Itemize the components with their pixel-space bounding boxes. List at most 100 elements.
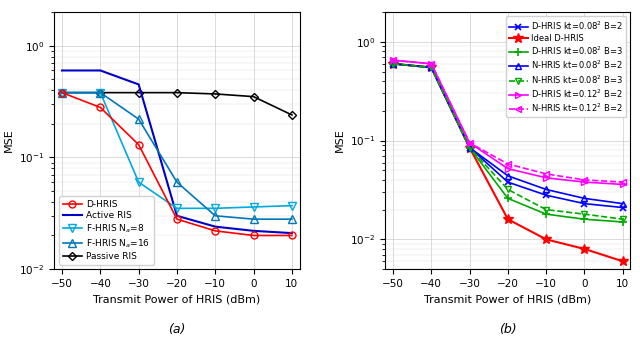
Ideal D-HRIS: [389, 62, 397, 66]
D-HRIS kt=0.08$^2$ B=2: [542, 193, 550, 197]
D-HRIS: [97, 105, 104, 109]
D-HRIS kt=0.08$^2$ B=2: [580, 201, 588, 206]
D-HRIS kt=0.08$^2$ B=3: [504, 196, 512, 200]
D-HRIS kt=0.08$^2$ B=3: [619, 220, 627, 224]
N-HRIS kt=0.08$^2$ B=3: [428, 66, 435, 70]
N-HRIS kt=0.08$^2$ B=3: [504, 187, 512, 191]
D-HRIS kt=0.08$^2$ B=2: [504, 180, 512, 184]
F-HRIS N$_a$=16: [173, 180, 180, 184]
Active RIS: [58, 68, 66, 72]
Active RIS: [135, 82, 143, 87]
D-HRIS kt=0.08$^2$ B=2: [466, 146, 474, 150]
N-HRIS kt=0.08$^2$ B=3: [619, 217, 627, 221]
Line: D-HRIS kt=0.12$^2$ B=2: D-HRIS kt=0.12$^2$ B=2: [390, 57, 626, 188]
X-axis label: Transmit Power of HRIS (dBm): Transmit Power of HRIS (dBm): [93, 294, 260, 304]
Line: F-HRIS N$_a$=16: F-HRIS N$_a$=16: [58, 88, 296, 223]
N-HRIS kt=0.12$^2$ B=2: [428, 62, 435, 66]
Passive RIS: [250, 95, 257, 99]
Line: Passive RIS: Passive RIS: [60, 90, 294, 118]
N-HRIS kt=0.12$^2$ B=2: [466, 141, 474, 145]
D-HRIS kt=0.08$^2$ B=3: [428, 66, 435, 70]
D-HRIS kt=0.08$^2$ B=2: [428, 66, 435, 70]
D-HRIS kt=0.08$^2$ B=2: [389, 62, 397, 66]
Passive RIS: [211, 92, 219, 96]
D-HRIS: [135, 142, 143, 147]
D-HRIS kt=0.12$^2$ B=2: [466, 141, 474, 145]
Passive RIS: [135, 91, 143, 95]
N-HRIS kt=0.12$^2$ B=2: [619, 180, 627, 184]
D-HRIS kt=0.12$^2$ B=2: [389, 58, 397, 62]
N-HRIS kt=0.08$^2$ B=3: [580, 212, 588, 216]
D-HRIS: [288, 234, 296, 238]
F-HRIS N$_a$=8: [211, 206, 219, 210]
Legend: D-HRIS, Active RIS, F-HRIS N$_a$=8, F-HRIS N$_a$=16, Passive RIS: D-HRIS, Active RIS, F-HRIS N$_a$=8, F-HR…: [59, 196, 154, 265]
Active RIS: [97, 68, 104, 72]
Passive RIS: [97, 91, 104, 95]
F-HRIS N$_a$=16: [97, 91, 104, 95]
D-HRIS kt=0.08$^2$ B=3: [542, 212, 550, 216]
N-HRIS kt=0.08$^2$ B=3: [542, 208, 550, 212]
Ideal D-HRIS: [504, 217, 512, 221]
Ideal D-HRIS: [428, 66, 435, 70]
Active RIS: [250, 229, 257, 233]
Line: N-HRIS kt=0.08$^2$ B=3: N-HRIS kt=0.08$^2$ B=3: [390, 60, 626, 223]
Ideal D-HRIS: [466, 146, 474, 150]
N-HRIS kt=0.08$^2$ B=2: [504, 174, 512, 178]
Active RIS: [288, 231, 296, 235]
D-HRIS kt=0.08$^2$ B=2: [619, 206, 627, 210]
Line: F-HRIS N$_a$=8: F-HRIS N$_a$=8: [58, 88, 296, 213]
N-HRIS kt=0.08$^2$ B=3: [389, 62, 397, 66]
D-HRIS: [250, 234, 257, 238]
F-HRIS N$_a$=16: [211, 214, 219, 218]
X-axis label: Transmit Power of HRIS (dBm): Transmit Power of HRIS (dBm): [424, 294, 591, 304]
F-HRIS N$_a$=16: [58, 91, 66, 95]
N-HRIS kt=0.08$^2$ B=3: [466, 146, 474, 150]
N-HRIS kt=0.12$^2$ B=2: [542, 172, 550, 176]
Line: N-HRIS kt=0.08$^2$ B=2: N-HRIS kt=0.08$^2$ B=2: [390, 60, 626, 207]
N-HRIS kt=0.08$^2$ B=2: [542, 187, 550, 191]
F-HRIS N$_a$=8: [58, 91, 66, 95]
N-HRIS kt=0.12$^2$ B=2: [504, 162, 512, 166]
D-HRIS kt=0.12$^2$ B=2: [542, 176, 550, 180]
Passive RIS: [288, 113, 296, 117]
D-HRIS kt=0.12$^2$ B=2: [580, 180, 588, 184]
Passive RIS: [173, 91, 180, 95]
D-HRIS kt=0.08$^2$ B=3: [389, 62, 397, 66]
D-HRIS kt=0.08$^2$ B=3: [466, 146, 474, 150]
Text: (a): (a): [168, 323, 186, 336]
F-HRIS N$_a$=8: [173, 206, 180, 210]
F-HRIS N$_a$=8: [97, 91, 104, 95]
Active RIS: [173, 214, 180, 218]
Line: D-HRIS: D-HRIS: [59, 89, 295, 239]
Line: D-HRIS kt=0.08$^2$ B=2: D-HRIS kt=0.08$^2$ B=2: [390, 60, 626, 211]
D-HRIS: [58, 91, 66, 95]
N-HRIS kt=0.08$^2$ B=2: [580, 196, 588, 200]
Line: N-HRIS kt=0.12$^2$ B=2: N-HRIS kt=0.12$^2$ B=2: [390, 57, 626, 186]
Y-axis label: MSE: MSE: [335, 129, 344, 152]
D-HRIS: [211, 229, 219, 233]
D-HRIS kt=0.12$^2$ B=2: [428, 62, 435, 66]
Active RIS: [211, 225, 219, 229]
N-HRIS kt=0.08$^2$ B=2: [619, 201, 627, 206]
D-HRIS kt=0.08$^2$ B=3: [580, 217, 588, 221]
D-HRIS kt=0.12$^2$ B=2: [504, 167, 512, 171]
Passive RIS: [58, 91, 66, 95]
D-HRIS kt=0.12$^2$ B=2: [619, 183, 627, 187]
Line: Active RIS: Active RIS: [62, 70, 292, 233]
N-HRIS kt=0.08$^2$ B=2: [428, 66, 435, 70]
N-HRIS kt=0.08$^2$ B=2: [466, 146, 474, 150]
D-HRIS: [173, 217, 180, 221]
F-HRIS N$_a$=16: [135, 117, 143, 121]
Ideal D-HRIS: [619, 259, 627, 263]
F-HRIS N$_a$=16: [250, 217, 257, 221]
Line: Ideal D-HRIS: Ideal D-HRIS: [388, 59, 628, 266]
N-HRIS kt=0.12$^2$ B=2: [389, 58, 397, 62]
F-HRIS N$_a$=8: [288, 204, 296, 208]
F-HRIS N$_a$=8: [135, 180, 143, 184]
Line: D-HRIS kt=0.08$^2$ B=3: D-HRIS kt=0.08$^2$ B=3: [388, 60, 627, 226]
Legend: D-HRIS kt=0.08$^2$ B=2, Ideal D-HRIS, D-HRIS kt=0.08$^2$ B=3, N-HRIS kt=0.08$^2$: D-HRIS kt=0.08$^2$ B=2, Ideal D-HRIS, D-…: [506, 16, 626, 117]
Ideal D-HRIS: [580, 247, 588, 251]
N-HRIS kt=0.08$^2$ B=2: [389, 62, 397, 66]
Y-axis label: MSE: MSE: [4, 129, 13, 152]
N-HRIS kt=0.12$^2$ B=2: [580, 178, 588, 182]
